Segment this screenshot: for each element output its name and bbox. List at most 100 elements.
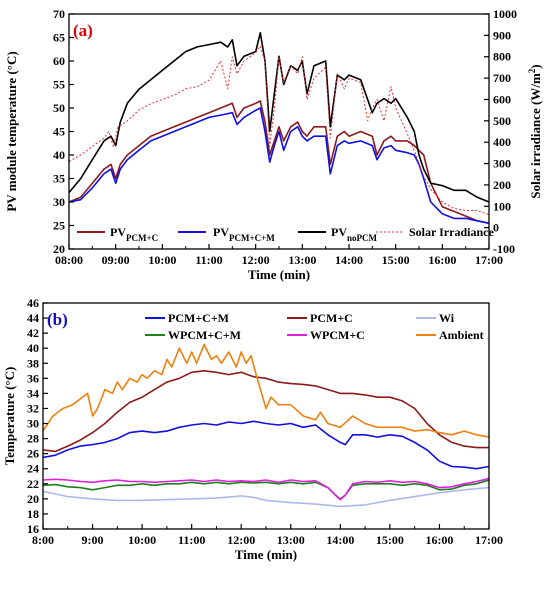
y-tick-label: 65 xyxy=(53,31,65,45)
y2-tick-label: 800 xyxy=(493,50,511,64)
y2-tick-label: -100 xyxy=(493,242,515,256)
y-tick-label: 32 xyxy=(27,401,39,415)
legend-name: PV xyxy=(331,225,347,239)
y-tick-label: 42 xyxy=(27,326,39,340)
legend-label-1: PCM+C xyxy=(310,311,353,325)
x-tick-label: 11:00 xyxy=(195,253,222,267)
y-tick-label: 25 xyxy=(53,219,65,233)
y-tick-label: 24 xyxy=(27,462,39,476)
y-tick-label: 40 xyxy=(27,341,39,355)
y2-tick-label: 300 xyxy=(493,157,511,171)
x-tick-label: 14:00 xyxy=(326,533,354,547)
x-axis-label: Time (min) xyxy=(235,547,297,562)
y2-tick-label: 100 xyxy=(493,199,511,213)
series-line-2 xyxy=(43,486,489,508)
y2-axis-label: Solar irradiance (W/m2) xyxy=(527,64,543,198)
series-line-0 xyxy=(69,100,489,224)
series-line-3 xyxy=(69,45,489,216)
legend-label-1: PVPCM+C+M xyxy=(213,225,275,243)
legend-sub: PCM+C xyxy=(126,233,158,243)
x-tick-label: 9:00 xyxy=(82,533,104,547)
x-tick-label: 15:00 xyxy=(382,253,410,267)
legend-label-4: WPCM+C xyxy=(310,328,365,342)
chart-a: 08:00 09:00 10:00 11:00 12:00 13:00 14:00 15:00… xyxy=(4,7,543,282)
x-tick-label: 16:00 xyxy=(428,253,456,267)
y-tick-label: 20 xyxy=(53,242,65,256)
x-tick-label: 11:00 xyxy=(178,533,205,547)
y-tick-label: 45 xyxy=(53,125,65,139)
series-line-2 xyxy=(69,31,489,203)
x-tick-label: 14:00 xyxy=(335,253,363,267)
y-tick-label: 55 xyxy=(53,78,65,92)
y2-label-sup: 2 xyxy=(527,68,537,73)
y-tick-label: 60 xyxy=(53,54,65,68)
x-tick-label: 13:00 xyxy=(288,253,316,267)
legend-label-5: Ambient xyxy=(439,328,484,342)
y2-tick-label: 400 xyxy=(493,135,511,149)
series-group xyxy=(69,31,489,224)
x-tick-label: 15:00 xyxy=(376,533,404,547)
legend-sub: noPCM xyxy=(347,233,378,243)
y-axis-label: PV module temperature (°C) xyxy=(4,51,19,211)
y2-label-main: Solar irradiance (W/m xyxy=(528,73,543,199)
x-tick-label: 16:00 xyxy=(425,533,453,547)
y-tick-label: 46 xyxy=(27,296,39,310)
y2-tick-label: 0 xyxy=(493,221,499,235)
series-line-5 xyxy=(43,343,489,438)
legend-label-3: WPCM+C+M xyxy=(168,328,241,342)
series-line-4 xyxy=(43,477,489,501)
legend-name: Solar Irradiance xyxy=(409,225,494,239)
y2-tick-label: 600 xyxy=(493,92,511,106)
y2-label-end: ) xyxy=(528,64,543,68)
y-tick-label: 16 xyxy=(27,522,39,536)
x-axis-label: Time (min) xyxy=(248,267,310,282)
panel-label: (a) xyxy=(73,21,93,40)
y-tick-label: 40 xyxy=(53,148,65,162)
x-tick-label: 13:00 xyxy=(277,533,305,547)
y-tick-label: 50 xyxy=(53,101,65,115)
y2-tick-label: 200 xyxy=(493,178,511,192)
x-tick-label: 17:00 xyxy=(475,253,503,267)
legend-name: PV xyxy=(213,225,229,239)
y-tick-label: 36 xyxy=(27,371,39,385)
legend-label-0: PVPCM+C xyxy=(110,225,158,243)
series-line-1 xyxy=(43,370,489,453)
y-tick-label: 28 xyxy=(27,432,39,446)
series-line-3 xyxy=(43,479,489,500)
x-tick-label: 09:00 xyxy=(102,253,130,267)
y-tick-label: 30 xyxy=(27,417,39,431)
legend-label-2: PVnoPCM xyxy=(331,225,378,243)
x-tick-label: 08:00 xyxy=(55,253,83,267)
y-tick-label: 44 xyxy=(27,311,39,325)
y2-tick-label: 1000 xyxy=(493,7,517,21)
series-line-0 xyxy=(43,420,489,470)
y-tick-label: 18 xyxy=(27,507,39,521)
y2-tick-label: 900 xyxy=(493,28,511,42)
x-tick-label: 10:00 xyxy=(148,253,176,267)
y-tick-label: 70 xyxy=(53,7,65,21)
legend-name: PV xyxy=(110,225,126,239)
y-tick-label: 30 xyxy=(53,195,65,209)
y-tick-label: 38 xyxy=(27,356,39,370)
x-tick-label: 12:00 xyxy=(227,533,255,547)
legend-label-3: Solar Irradiance xyxy=(409,225,494,239)
panel-label: (b) xyxy=(47,310,68,329)
y2-tick-label: 700 xyxy=(493,71,511,85)
legend-label-2: Wi xyxy=(439,311,455,325)
series-group xyxy=(43,343,489,508)
x-tick-label: 12:00 xyxy=(242,253,270,267)
series-line-1 xyxy=(69,107,489,224)
x-tick-label: 17:00 xyxy=(475,533,503,547)
y-tick-label: 26 xyxy=(27,447,39,461)
y-tick-label: 20 xyxy=(27,492,39,506)
y2-tick-label: 500 xyxy=(493,114,511,128)
y-axis-label: Temperature (°C) xyxy=(2,367,17,466)
x-tick-label: 8:00 xyxy=(32,533,54,547)
y-tick-label: 22 xyxy=(27,477,39,491)
y-tick-label: 34 xyxy=(27,386,39,400)
y-tick-label: 35 xyxy=(53,172,65,186)
legend-label-0: PCM+C+M xyxy=(168,311,229,325)
legend-sub: PCM+C+M xyxy=(229,233,275,243)
x-tick-label: 10:00 xyxy=(128,533,156,547)
